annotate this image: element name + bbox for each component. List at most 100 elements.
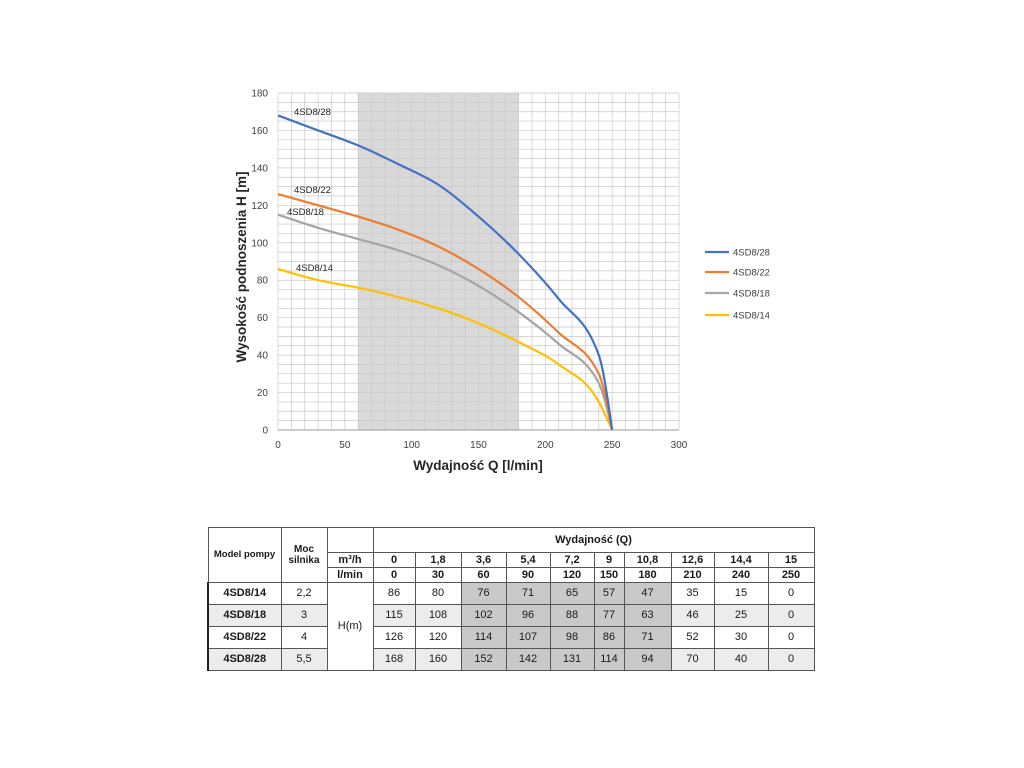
head-value-cell: 120 — [414, 626, 462, 649]
flow-lmin-value: 180 — [623, 567, 672, 583]
head-value-cell: 0 — [767, 604, 815, 627]
series-line-4sd8-18 — [277, 213, 614, 431]
head-value-cell: 152 — [460, 648, 507, 671]
y-tick-label: 20 — [257, 388, 269, 399]
x-tick-label: 300 — [671, 440, 688, 451]
x-tick-label: 100 — [403, 440, 420, 451]
flow-m3h-value: 12,6 — [670, 552, 715, 568]
x-tick-labels: 0 50 100 150 200 250 300 — [275, 440, 688, 451]
header-row-lmin: l/min 0 30 60 90 120 150 180 210 240 250 — [208, 567, 815, 583]
head-value-cell: 98 — [549, 626, 595, 649]
performance-table-body: Model pompy Moc silnika Wydajność (Q) m³/h 0… — [207, 527, 815, 671]
curve-labels: 4SD8/28 4SD8/22 4SD8/18 4SD8/14 — [287, 107, 333, 274]
table-row-4sd8-28: 4SD8/28 5,5 168 160 152 142 131 114 94 70 40 0 — [207, 648, 815, 671]
power-header: Moc silnika — [280, 527, 328, 583]
head-value-cell: 77 — [593, 604, 625, 627]
head-value-cell: 126 — [372, 626, 416, 649]
head-value-cell: 70 — [670, 648, 715, 671]
curve-label-4sd8-18: 4SD8/18 — [287, 207, 324, 218]
legend-label: 4SD8/22 — [733, 268, 770, 279]
head-value-cell: 131 — [549, 648, 595, 671]
legend-item-4sd8-28: 4SD8/28 — [705, 248, 770, 259]
head-value-cell: 57 — [593, 582, 625, 605]
head-value-cell: 108 — [414, 604, 462, 627]
head-value-cell: 71 — [623, 626, 672, 649]
x-tick-label: 50 — [339, 440, 351, 451]
head-value-cell: 52 — [670, 626, 715, 649]
head-value-cell: 35 — [670, 582, 715, 605]
header-row-m3h: m³/h 0 1,8 3,6 5,4 7,2 9 10,8 12,6 14,4 15 — [208, 552, 815, 568]
y-tick-label: 120 — [251, 201, 268, 212]
power-cell: 3 — [280, 604, 328, 627]
head-value-cell: 107 — [505, 626, 551, 649]
head-value-cell: 114 — [593, 648, 625, 671]
flow-m3h-value: 7,2 — [549, 552, 595, 568]
flow-lmin-value: 120 — [549, 567, 595, 583]
legend: 4SD8/28 4SD8/22 4SD8/18 4SD8/14 — [705, 248, 770, 322]
y-tick-label: 180 — [251, 89, 268, 100]
head-value-cell: 46 — [670, 604, 715, 627]
flow-m3h-value: 5,4 — [505, 552, 551, 568]
head-value-cell: 40 — [713, 648, 769, 671]
performance-table: Model pompy Moc silnika Wydajność (Q) m³/h 0… — [207, 527, 815, 671]
model-cell: 4SD8/22 — [207, 626, 282, 649]
head-value-cell: 15 — [713, 582, 769, 605]
head-value-cell: 80 — [414, 582, 462, 605]
series-line-4sd8-22 — [277, 193, 614, 431]
head-value-cell: 86 — [372, 582, 416, 605]
series-line-4sd8-28 — [277, 114, 614, 431]
header-row-title: Model pompy Moc silnika Wydajność (Q) — [207, 527, 815, 583]
series-lines — [277, 114, 614, 431]
flow-m3h-value: 10,8 — [623, 552, 672, 568]
flow-lmin-value: 150 — [593, 567, 625, 583]
x-axis-title: Wydajność Q [l/min] — [413, 458, 543, 473]
curve-label-4sd8-28: 4SD8/28 — [294, 107, 331, 118]
model-cell: 4SD8/14 — [207, 582, 282, 605]
x-tick-label: 0 — [275, 440, 281, 451]
head-value-cell: 86 — [593, 626, 625, 649]
power-cell: 2,2 — [280, 582, 328, 605]
pump-curve-chart: 0 20 40 60 80 100 120 140 160 180 0 50 100 150 200 250… — [234, 89, 770, 474]
x-tick-label: 250 — [604, 440, 621, 451]
flow-header: Wydajność (Q) — [372, 527, 815, 553]
y-tick-labels: 0 20 40 60 80 100 120 140 160 180 — [251, 89, 268, 437]
head-value-cell: 0 — [767, 648, 815, 671]
unit-m3h-label: m³/h — [326, 552, 374, 568]
flow-m3h-value: 0 — [372, 552, 416, 568]
flow-m3h-value: 14,4 — [713, 552, 769, 568]
head-value-cell: 88 — [549, 604, 595, 627]
head-value-cell: 142 — [505, 648, 551, 671]
power-cell: 4 — [280, 626, 328, 649]
head-value-cell: 102 — [460, 604, 507, 627]
head-value-cell: 47 — [623, 582, 672, 605]
y-tick-label: 160 — [251, 126, 268, 137]
flow-m3h-value: 9 — [593, 552, 625, 568]
legend-item-4sd8-22: 4SD8/22 — [705, 268, 770, 279]
x-tick-label: 150 — [470, 440, 487, 451]
flow-lmin-value: 240 — [713, 567, 769, 583]
series-line-4sd8-14 — [277, 267, 614, 431]
head-value-cell: 65 — [549, 582, 595, 605]
head-value-cell: 71 — [505, 582, 551, 605]
legend-item-4sd8-14: 4SD8/14 — [705, 311, 770, 322]
head-value-cell: 115 — [372, 604, 416, 627]
flow-m3h-value: 3,6 — [460, 552, 507, 568]
table-row-4sd8-18: 4SD8/18 3 115 108 102 96 88 77 63 46 25 0 — [207, 604, 815, 627]
curve-label-4sd8-14: 4SD8/14 — [296, 263, 333, 274]
model-cell: 4SD8/18 — [207, 604, 282, 627]
y-tick-label: 140 — [251, 163, 268, 174]
y-tick-label: 80 — [257, 276, 269, 287]
flow-lmin-value: 0 — [372, 567, 416, 583]
model-cell: 4SD8/28 — [207, 648, 282, 671]
flow-m3h-value: 1,8 — [414, 552, 462, 568]
curve-label-4sd8-22: 4SD8/22 — [294, 185, 331, 196]
head-value-cell: 114 — [460, 626, 507, 649]
legend-label: 4SD8/28 — [733, 248, 770, 259]
head-value-cell: 25 — [713, 604, 769, 627]
legend-item-4sd8-18: 4SD8/18 — [705, 289, 770, 300]
head-value-cell: 160 — [414, 648, 462, 671]
model-header: Model pompy — [207, 527, 282, 583]
y-axis-title: Wysokość podnoszenia H [m] — [234, 171, 249, 362]
y-tick-label: 60 — [257, 313, 269, 324]
flow-m3h-value: 15 — [767, 552, 815, 568]
